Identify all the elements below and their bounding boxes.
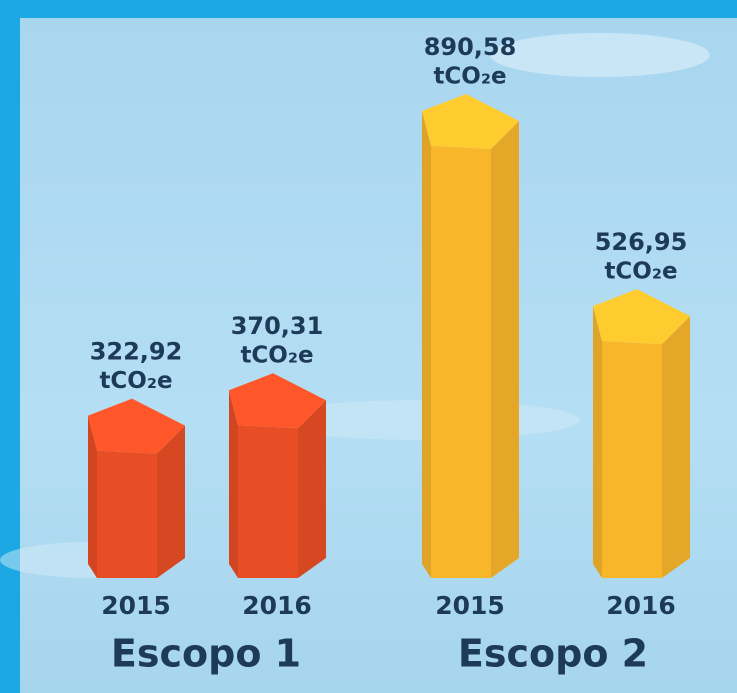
bar-top-face: [229, 373, 326, 429]
bar-right-face: [491, 121, 519, 578]
unit-label: tCO₂e: [433, 64, 506, 90]
value-label: 526,95: [595, 228, 688, 256]
unit-label: tCO₂e: [604, 259, 677, 285]
bar: [229, 373, 326, 578]
bar-left-face: [422, 111, 431, 578]
bar-right-face: [157, 425, 185, 578]
x-tick-label: 2016: [606, 591, 676, 620]
bar-left-face: [229, 390, 238, 578]
bar-front-face: [431, 146, 491, 578]
unit-label: tCO₂e: [99, 368, 172, 394]
value-label: 890,58: [424, 33, 517, 61]
bar-front-face: [238, 425, 298, 578]
x-tick-label: 2016: [242, 591, 312, 620]
group-label: Escopo 2: [458, 632, 648, 676]
group-label: Escopo 1: [111, 632, 301, 676]
bar: [593, 289, 690, 578]
cloud: [490, 33, 710, 77]
bar-front-face: [602, 341, 662, 578]
bar-left-face: [593, 306, 602, 578]
value-label: 370,31: [231, 312, 324, 340]
bar: [88, 398, 185, 578]
bar-right-face: [298, 400, 326, 578]
bar-top-face: [88, 398, 185, 454]
unit-label: tCO₂e: [240, 343, 313, 369]
x-tick-label: 2015: [101, 591, 171, 620]
bar-front-face: [97, 450, 157, 578]
x-tick-label: 2015: [435, 591, 505, 620]
bar-top-face: [422, 94, 519, 149]
bar-top-face: [593, 289, 690, 345]
bar-right-face: [662, 316, 690, 578]
bar-left-face: [88, 415, 97, 578]
value-label: 322,92: [90, 338, 183, 366]
bar: [422, 94, 519, 578]
